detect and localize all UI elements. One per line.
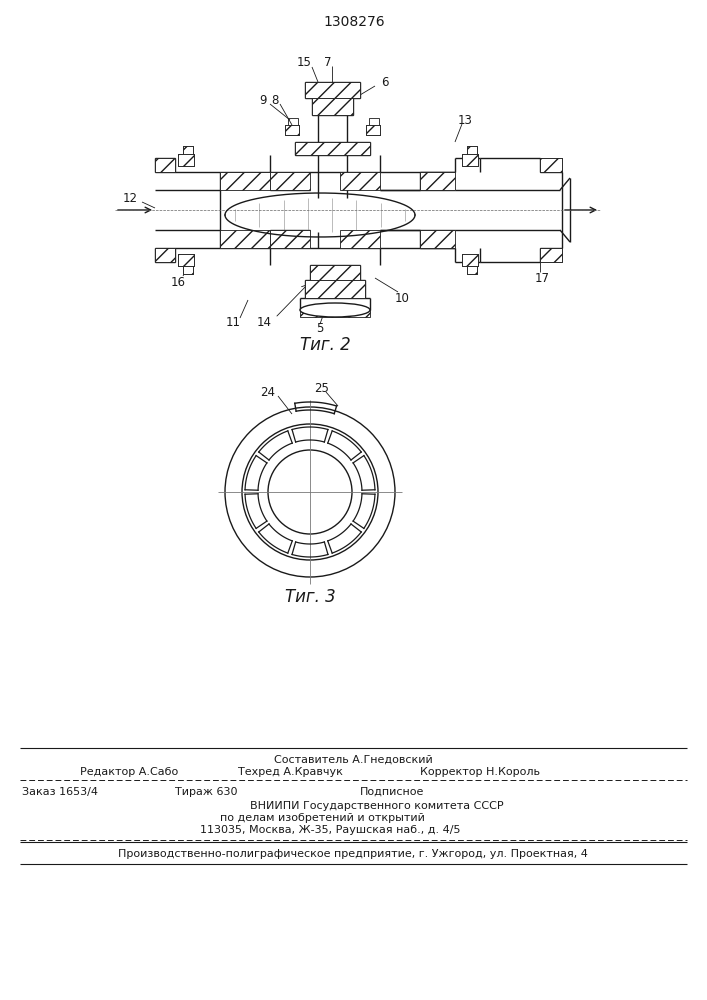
Text: 11: 11 xyxy=(226,316,240,328)
Bar xyxy=(369,118,379,125)
Circle shape xyxy=(242,424,378,560)
Bar xyxy=(540,248,562,262)
Text: 8: 8 xyxy=(271,94,279,106)
Text: Τиг. 2: Τиг. 2 xyxy=(300,336,351,354)
Text: по делам изобретений и открытий: по делам изобретений и открытий xyxy=(220,813,425,823)
Bar xyxy=(462,254,478,266)
Text: 9: 9 xyxy=(259,94,267,106)
Text: Τиг. 3: Τиг. 3 xyxy=(285,588,335,606)
Bar xyxy=(462,154,478,166)
Text: Составитель А.Гнедовский: Составитель А.Гнедовский xyxy=(274,755,433,765)
Bar xyxy=(178,154,194,166)
Bar xyxy=(467,146,477,154)
Bar xyxy=(420,230,455,248)
Bar xyxy=(285,125,299,135)
Text: Производственно-полиграфическое предприятие, г. Ужгород, ул. Проектная, 4: Производственно-полиграфическое предприя… xyxy=(118,849,588,859)
Bar xyxy=(340,172,380,190)
Bar xyxy=(270,230,310,248)
Bar xyxy=(183,146,193,154)
Bar xyxy=(155,248,175,262)
Bar xyxy=(183,266,193,274)
Text: 16: 16 xyxy=(170,275,185,288)
Bar xyxy=(312,98,353,115)
Text: 17: 17 xyxy=(534,271,549,284)
Bar xyxy=(288,118,298,125)
Text: 5: 5 xyxy=(316,322,324,334)
Ellipse shape xyxy=(300,303,370,317)
Text: 12: 12 xyxy=(122,192,137,205)
Bar xyxy=(540,158,562,172)
Text: 7: 7 xyxy=(325,55,332,68)
Bar xyxy=(467,146,477,154)
Bar xyxy=(467,266,477,274)
Bar xyxy=(305,82,360,98)
Text: 1308276: 1308276 xyxy=(323,15,385,29)
Bar xyxy=(366,125,380,135)
Bar xyxy=(155,158,175,172)
Text: Редактор А.Сабо: Редактор А.Сабо xyxy=(80,767,178,777)
Circle shape xyxy=(268,450,352,534)
Bar xyxy=(295,142,370,155)
Bar xyxy=(366,125,380,135)
Bar xyxy=(183,146,193,154)
Bar xyxy=(220,230,270,248)
Bar xyxy=(270,172,310,190)
Text: ВНИИПИ Государственного комитета СССР: ВНИИПИ Государственного комитета СССР xyxy=(250,801,503,811)
Bar xyxy=(178,154,194,166)
Text: 15: 15 xyxy=(296,55,312,68)
Text: Подписное: Подписное xyxy=(360,787,424,797)
Text: Техред А.Кравчук: Техред А.Кравчук xyxy=(238,767,343,777)
Bar xyxy=(340,230,380,248)
Text: 24: 24 xyxy=(260,385,276,398)
Bar xyxy=(178,254,194,266)
Bar xyxy=(285,125,299,135)
Bar xyxy=(462,154,478,166)
Text: 113035, Москва, Ж-35, Раушская наб., д. 4/5: 113035, Москва, Ж-35, Раушская наб., д. … xyxy=(200,825,460,835)
Bar xyxy=(220,172,270,190)
Text: Заказ 1653/4: Заказ 1653/4 xyxy=(22,787,98,797)
Text: 6: 6 xyxy=(381,76,389,89)
Text: Корректор Н.Король: Корректор Н.Король xyxy=(420,767,540,777)
Bar xyxy=(183,266,193,274)
Bar xyxy=(305,280,365,298)
Bar xyxy=(462,254,478,266)
Bar xyxy=(310,265,360,280)
Bar xyxy=(178,254,194,266)
Text: 10: 10 xyxy=(395,292,409,304)
Bar xyxy=(420,172,455,190)
Text: 14: 14 xyxy=(257,316,271,328)
Text: 13: 13 xyxy=(457,113,472,126)
Bar xyxy=(540,158,562,172)
Text: Тираж 630: Тираж 630 xyxy=(175,787,238,797)
Bar xyxy=(467,266,477,274)
Bar xyxy=(540,248,562,262)
Text: 25: 25 xyxy=(315,381,329,394)
Bar xyxy=(300,310,370,317)
Circle shape xyxy=(225,407,395,577)
